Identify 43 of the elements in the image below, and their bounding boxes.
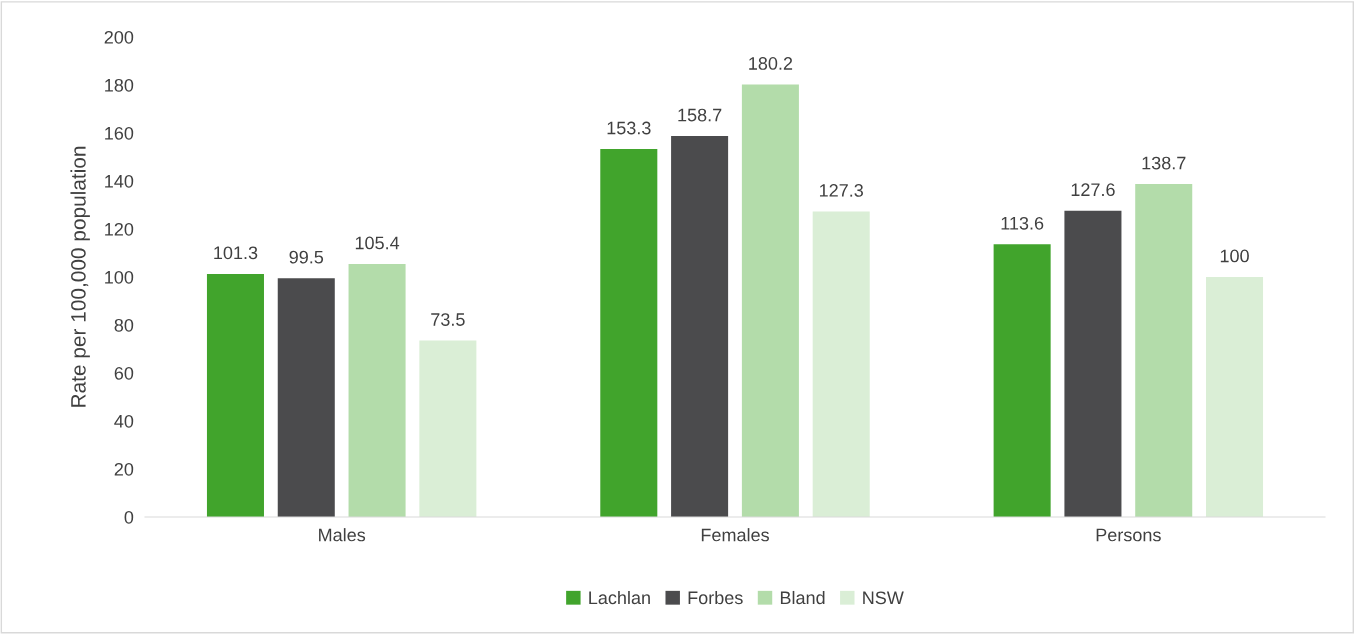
bar: [206, 273, 264, 517]
y-tick-label: 180: [105, 78, 134, 92]
data-label: 105.4: [355, 236, 400, 250]
bar: [419, 340, 477, 517]
data-label: 113.6: [1001, 216, 1044, 230]
legend-label: Lachlan: [589, 590, 650, 605]
y-tick-label: 120: [105, 222, 134, 236]
data-label: 101.3: [214, 246, 258, 260]
y-tick-label: 200: [104, 30, 134, 44]
x-tick-label: Persons: [1096, 528, 1161, 542]
bar: [1206, 277, 1264, 517]
data-label: 158.7: [678, 108, 722, 122]
bar: [993, 244, 1051, 517]
y-tick-label: 40: [114, 414, 134, 428]
y-tick-label: 140: [105, 174, 134, 188]
y-tick-label: 100: [105, 270, 134, 284]
bar: [1064, 210, 1122, 517]
bar: [1135, 184, 1193, 517]
y-tick-label: 20: [114, 462, 134, 476]
data-label: 153.3: [607, 121, 651, 135]
bar: [671, 136, 729, 517]
y-tick-label: 60: [114, 366, 134, 380]
legend-label: NSW: [863, 591, 904, 605]
data-label: 99.5: [289, 250, 324, 264]
bar: [277, 278, 335, 517]
data-label: 73.5: [431, 313, 465, 326]
y-tick-label: 0: [124, 510, 134, 524]
y-tick-label: 160: [105, 126, 134, 140]
bar: [348, 264, 406, 517]
data-label: 127.3: [819, 184, 863, 197]
y-tick-label: 80: [114, 318, 134, 332]
y-axis-title: Rate per 100,000 population: [70, 146, 90, 407]
data-label: 138.7: [1142, 156, 1186, 170]
data-label: 180.2: [749, 57, 793, 70]
data-label: 100: [1220, 249, 1249, 263]
bar: [812, 211, 870, 517]
legend-label: Forbes: [688, 590, 743, 605]
bar: [600, 149, 658, 517]
bar: [741, 84, 799, 517]
x-tick-label: Males: [319, 528, 366, 542]
x-tick-label: Females: [701, 528, 769, 542]
data-label: 127.6: [1071, 183, 1115, 197]
legend-label: Bland: [780, 590, 825, 605]
